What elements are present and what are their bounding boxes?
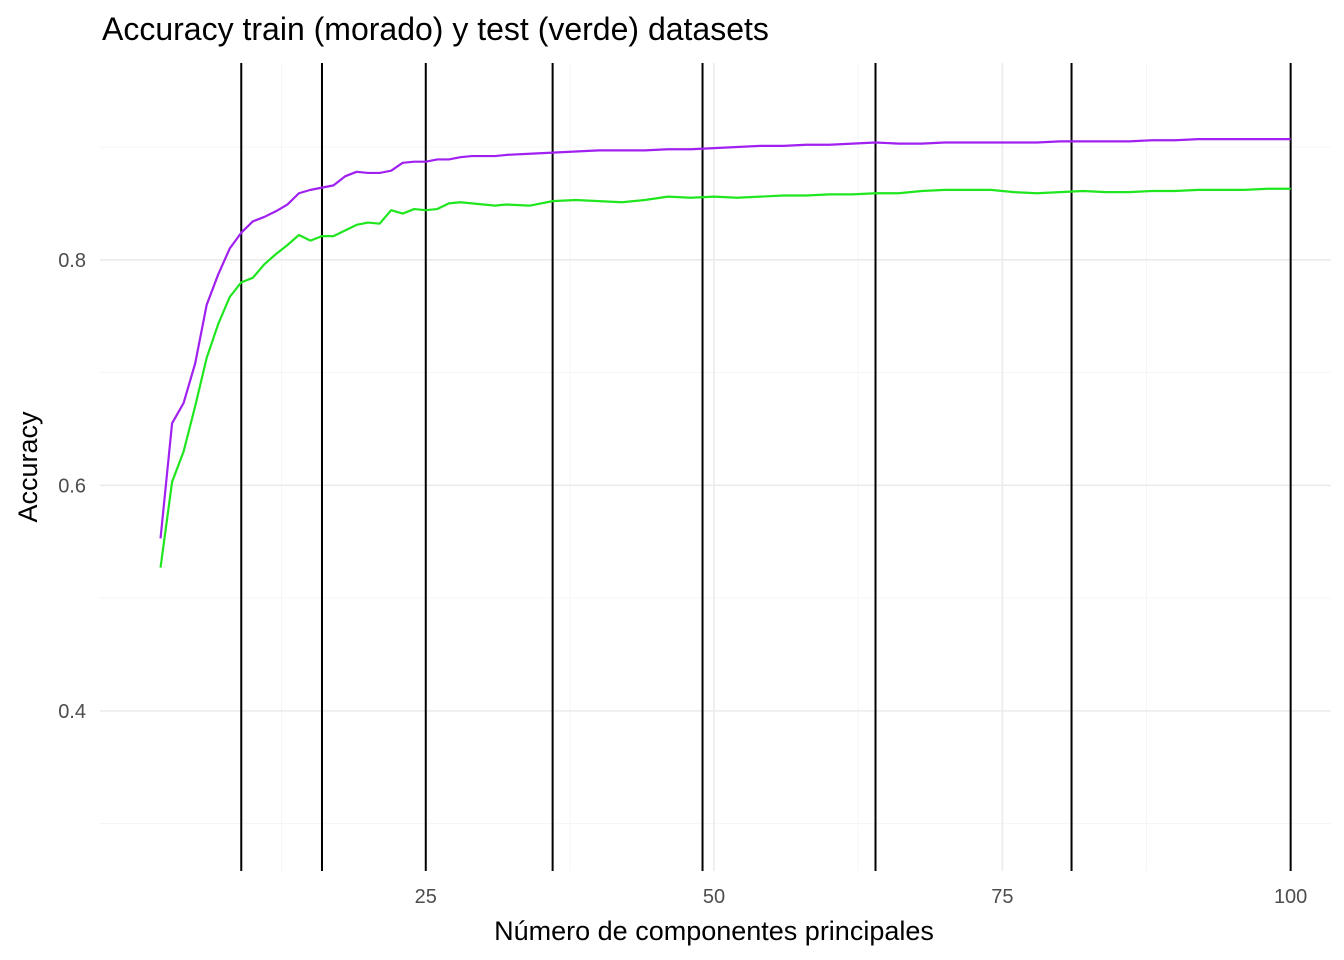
y-axis-ticks: 0.4 0.6 0.8 (58, 250, 86, 723)
grid-layer (100, 63, 1331, 871)
y-tick-label: 0.8 (58, 250, 86, 272)
y-axis-title: Accuracy (13, 411, 43, 523)
x-tick-label: 75 (991, 886, 1013, 908)
x-tick-label: 50 (703, 886, 725, 908)
y-tick-label: 0.6 (58, 475, 86, 497)
series-layer (159, 138, 1291, 568)
series-line-1 (159, 138, 1291, 539)
x-axis-title: Número de componentes principales (494, 916, 934, 946)
series-line-2 (159, 187, 1291, 568)
x-axis-ticks: 25 50 75 100 (415, 886, 1308, 908)
x-tick-label: 100 (1274, 886, 1307, 908)
x-tick-label: 25 (415, 886, 437, 908)
chart-title: Accuracy train (morado) y test (verde) d… (102, 11, 769, 47)
y-tick-label: 0.4 (58, 701, 86, 723)
reference-lines (240, 63, 1292, 871)
